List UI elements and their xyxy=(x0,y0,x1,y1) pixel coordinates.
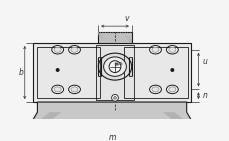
Bar xyxy=(36,47,99,98)
Ellipse shape xyxy=(54,47,61,52)
Text: n: n xyxy=(202,91,207,100)
Ellipse shape xyxy=(71,87,78,92)
Text: v: v xyxy=(124,14,128,23)
Ellipse shape xyxy=(149,85,161,94)
Ellipse shape xyxy=(52,46,63,54)
Bar xyxy=(98,32,131,43)
Bar xyxy=(124,47,187,98)
Ellipse shape xyxy=(151,47,158,52)
Circle shape xyxy=(56,69,59,71)
Bar xyxy=(33,43,190,102)
Circle shape xyxy=(109,61,120,72)
Ellipse shape xyxy=(71,47,78,52)
Ellipse shape xyxy=(52,85,63,94)
Ellipse shape xyxy=(54,87,61,92)
Circle shape xyxy=(111,94,118,101)
Ellipse shape xyxy=(98,53,131,80)
Ellipse shape xyxy=(68,85,80,94)
Ellipse shape xyxy=(168,87,175,92)
Ellipse shape xyxy=(168,47,175,52)
Polygon shape xyxy=(31,102,192,122)
Text: FAG: FAG xyxy=(113,61,123,67)
Text: u: u xyxy=(202,57,207,66)
Ellipse shape xyxy=(166,46,177,54)
Ellipse shape xyxy=(149,46,161,54)
Text: m: m xyxy=(108,133,115,141)
Ellipse shape xyxy=(103,57,126,76)
Ellipse shape xyxy=(68,46,80,54)
Circle shape xyxy=(113,97,116,99)
Circle shape xyxy=(170,69,173,71)
Bar xyxy=(96,45,133,100)
Text: b: b xyxy=(19,68,24,77)
Ellipse shape xyxy=(166,85,177,94)
Ellipse shape xyxy=(151,87,158,92)
